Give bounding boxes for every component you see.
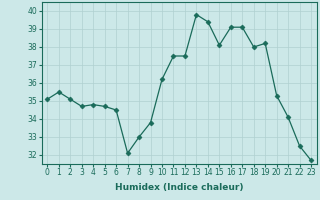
- X-axis label: Humidex (Indice chaleur): Humidex (Indice chaleur): [115, 183, 244, 192]
